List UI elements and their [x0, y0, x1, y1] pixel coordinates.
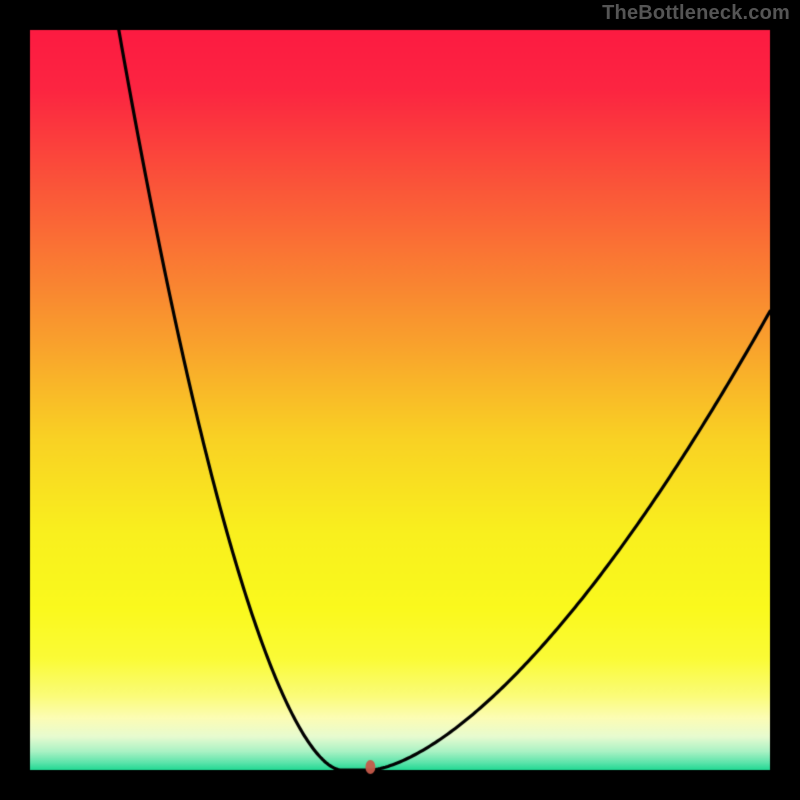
chart-container: TheBottleneck.com: [0, 0, 800, 800]
watermark-text: TheBottleneck.com: [602, 2, 790, 25]
bottleneck-chart-canvas: [0, 0, 800, 800]
